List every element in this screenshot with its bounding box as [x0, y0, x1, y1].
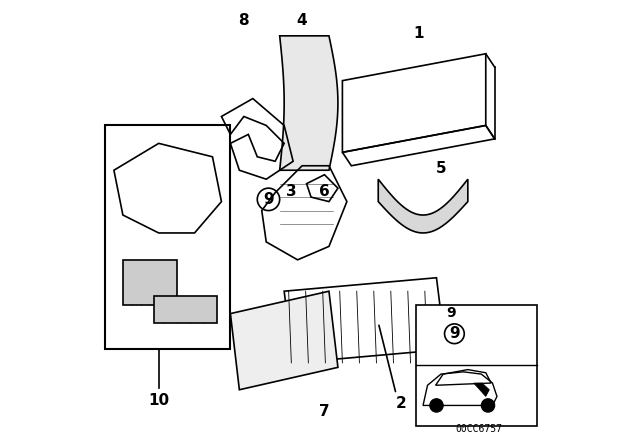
Text: 9: 9 [263, 192, 274, 207]
Text: 5: 5 [436, 160, 446, 176]
Text: 6: 6 [319, 184, 330, 199]
Text: 8: 8 [239, 13, 249, 28]
Polygon shape [474, 383, 490, 396]
Circle shape [481, 399, 495, 412]
Text: 1: 1 [413, 26, 424, 41]
Polygon shape [230, 291, 338, 390]
Text: 3: 3 [285, 184, 296, 199]
Text: 9: 9 [447, 306, 456, 320]
Bar [105, 125, 230, 349]
Bar [154, 296, 217, 323]
Polygon shape [378, 179, 468, 233]
Circle shape [430, 399, 444, 412]
Text: 00CC6757: 00CC6757 [456, 424, 502, 434]
Bar [417, 305, 538, 426]
Bar [123, 260, 177, 305]
Text: 2: 2 [396, 396, 406, 411]
Text: 4: 4 [297, 13, 307, 28]
Text: 7: 7 [319, 404, 330, 419]
Text: 10: 10 [148, 393, 170, 409]
Polygon shape [280, 36, 338, 170]
Text: 9: 9 [449, 326, 460, 341]
